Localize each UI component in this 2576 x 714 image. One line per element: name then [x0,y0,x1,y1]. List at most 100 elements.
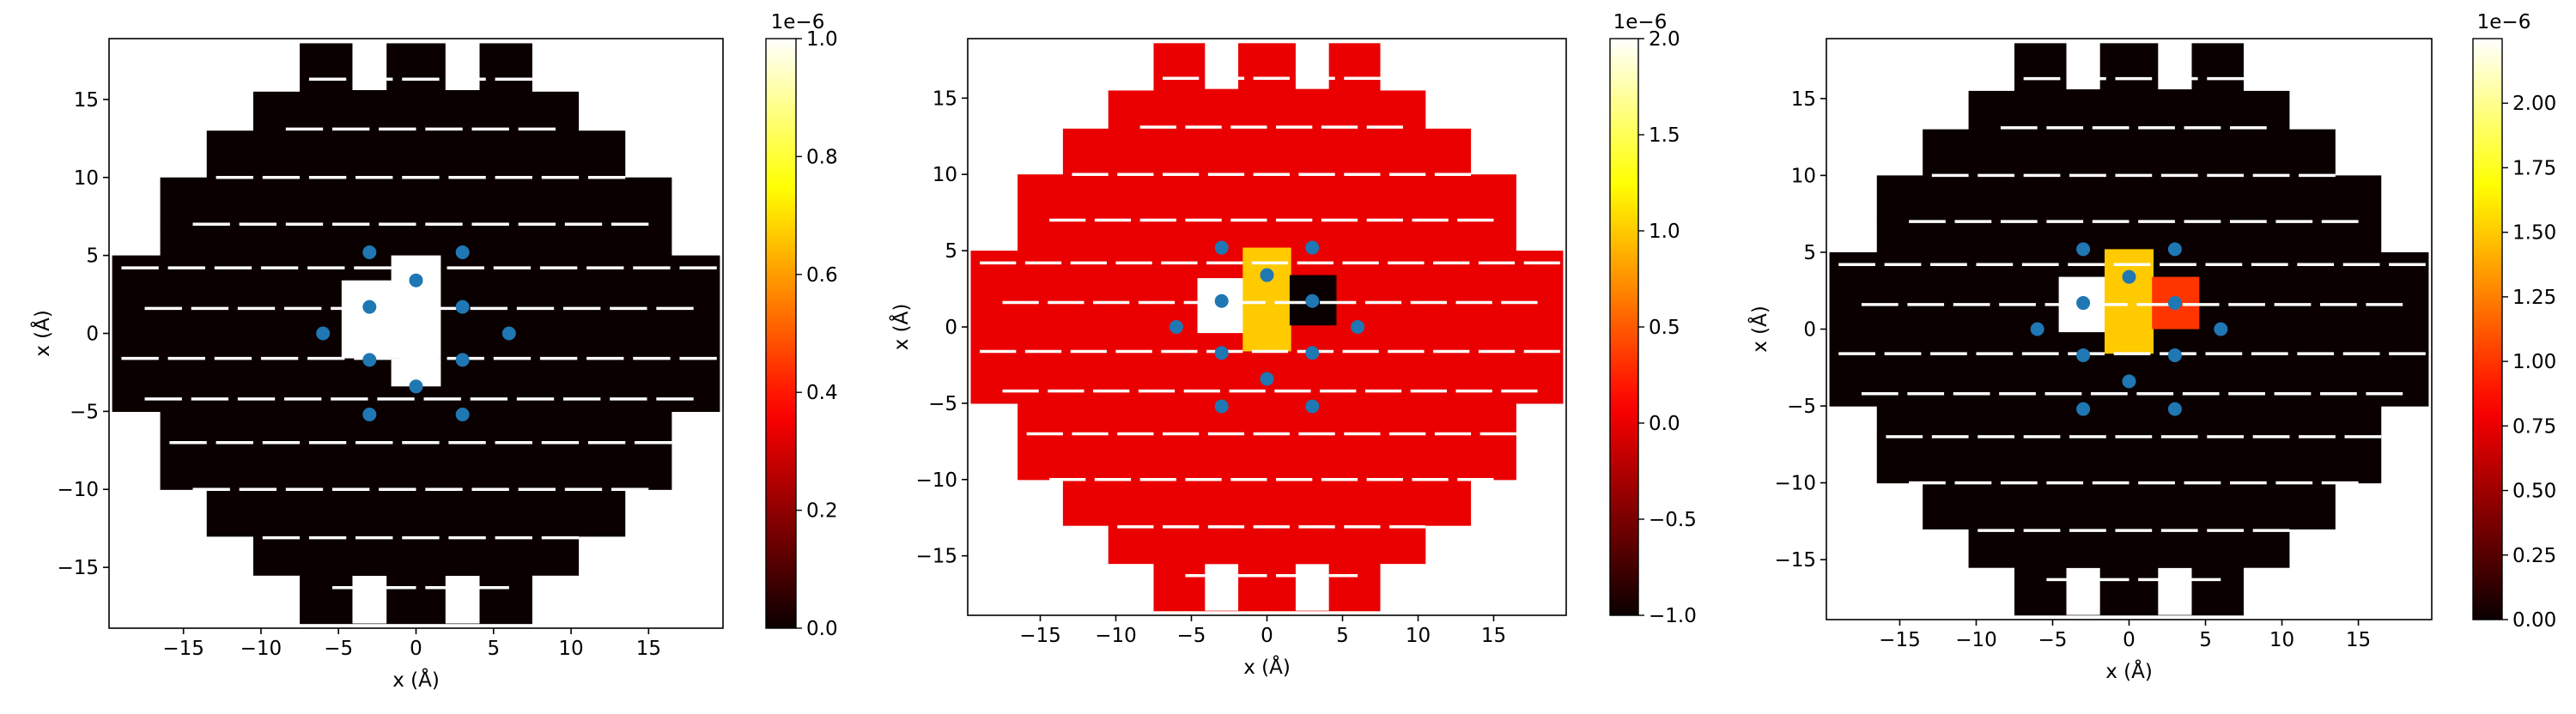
x-tick-label: −15 [1019,625,1061,647]
colorbar-tick-label: −1.0 [1649,605,1697,627]
colorbar-tick-label: 1.75 [2512,157,2556,179]
colorbar-tick-label: 2.0 [1649,28,1680,51]
x-tick-label: 15 [2346,629,2371,651]
colorbar-tick-label: 0.50 [2512,481,2556,503]
x-tick-label: 0 [1261,625,1273,647]
cluster-notch [352,42,387,90]
cluster-band [1018,402,1516,435]
cluster-band [160,442,672,490]
cluster-band [160,411,672,444]
atom-point [455,245,470,259]
cluster-band [252,536,580,576]
cluster-band [206,489,626,537]
x-tick-label: 15 [1481,625,1506,647]
atom-point [1305,399,1320,414]
atom-point [2167,402,2182,416]
cluster-notch [2066,42,2100,90]
cluster-band [1923,129,2336,176]
colorbar-tick-label: 1.25 [2512,287,2556,309]
x-tick-label: 5 [2199,629,2212,651]
cluster-band [1923,482,2336,529]
x-tick-label: −5 [2038,629,2068,651]
y-tick-label: 10 [1791,165,1816,187]
atom-point [1214,346,1229,360]
colorbar-tick-label: 0.0 [1649,413,1680,435]
atom-points [316,245,516,422]
tile-gaps [980,76,1560,578]
y-tick-label: 15 [74,89,99,112]
cluster-band [300,575,532,625]
y-tick-label: −15 [1774,549,1816,572]
y-tick-label: −15 [915,546,957,568]
colorbar [2473,39,2502,620]
atom-point [2167,348,2182,362]
colorbar-frame [765,38,797,629]
atom-point [362,353,377,367]
x-tick-label: −5 [1177,625,1206,647]
cluster-band [1876,175,2382,222]
atom-point [362,408,377,422]
atom-points [1169,240,1365,414]
patch-orange [1242,247,1291,352]
atom-point [2076,296,2091,311]
atom-point [2076,348,2091,362]
y-tick-label: −10 [1774,473,1816,495]
cluster-notch [2066,567,2100,615]
colorbar-tick-label: 1.5 [1649,124,1680,147]
cluster-notch [2158,42,2192,90]
cluster-band [160,177,672,225]
atom-point [455,353,470,367]
cluster-notch [1205,42,1239,89]
cluster-band [300,43,532,93]
y-tick-label: 0 [945,317,957,339]
y-tick-label: −5 [1787,396,1816,418]
cluster-band [1062,128,1472,175]
y-tick-label: −10 [915,469,957,492]
patch-orange [2105,249,2154,354]
atom-point [2214,322,2228,336]
x-tick-label: 5 [487,638,500,660]
atom-point [362,245,377,259]
colorbar-frame [2472,38,2503,620]
atom-point [455,300,470,314]
colorbar-tick-label: 0.75 [2512,415,2556,438]
cluster-band [1108,90,1426,130]
colorbar-tick-label: 0.0 [806,618,838,640]
cluster-band [160,224,672,257]
atom-point [1305,346,1320,360]
patch-white-right [391,255,441,359]
cluster-notch [445,576,480,624]
atom-point [1169,320,1183,334]
colorbar-tick-label: 1.0 [806,28,838,51]
atom-point [501,326,516,341]
colorbar-tick-label: 1.0 [1649,221,1680,243]
colorbar-tick-label: 2.00 [2512,93,2556,115]
atom-point [1305,293,1320,308]
atom-point [2122,374,2136,389]
x-tick-label: −5 [324,638,353,660]
cluster-notch [1295,564,1329,611]
y-tick-label: 0 [86,324,99,346]
y-tick-label: −15 [57,557,99,579]
cluster-band [1062,479,1472,526]
colorbar-tick-label: 0.6 [806,264,838,287]
atom-point [1214,399,1229,414]
x-tick-label: −15 [162,638,204,660]
patch-white-left [341,280,395,359]
cluster-band [1876,436,2382,484]
x-tick-label: 0 [410,638,422,660]
colorbar-tick-label: 1.50 [2512,222,2556,245]
atom-point [1260,268,1274,282]
cluster-notch [1295,42,1329,89]
chart-2: −15 −10 −5 0 5 10 15 −15 −10 −5 0 5 10 15 x (Å) x (Å) −1… [889,11,1697,679]
x-tick-label: 15 [636,638,661,660]
y-axis-label: x (Å) [889,304,913,351]
cluster-band [1153,563,1381,612]
cluster-band [1018,220,1516,251]
atom-point [2076,242,2091,257]
cluster-band [1018,174,1516,221]
colorbar-tick-label: 0.5 [1649,317,1680,339]
cluster-band [252,91,580,131]
colorbar-tick-label: 0.2 [806,500,838,523]
